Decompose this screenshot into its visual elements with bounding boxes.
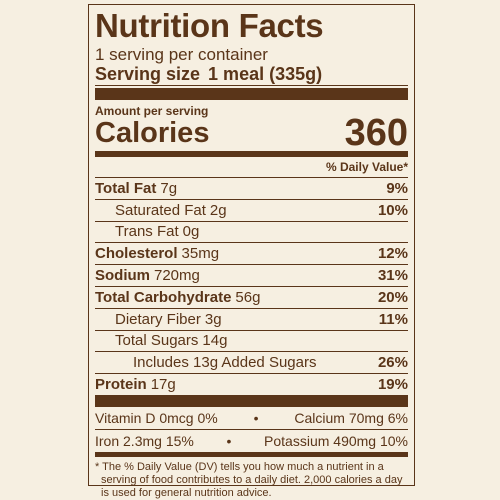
nutrient-amount: 35mg	[181, 245, 220, 263]
nutrient-dv: 26%	[377, 354, 408, 372]
nutrient-rows: Total Fat 7g 9% Saturated Fat 2g 10% Trans F…	[95, 178, 408, 395]
nutrition-label: Nutrition Facts 1 serving per container …	[88, 4, 415, 499]
nutrient-name: Total Sugars	[115, 332, 199, 350]
nutrient-name: Trans Fat	[115, 223, 179, 241]
serving-size-label: Serving size	[95, 64, 201, 84]
nutrient-amount: 56g	[235, 288, 261, 306]
serving-size: Serving size 1 meal (335g)	[95, 64, 408, 86]
nutrient-dv: 19%	[377, 376, 408, 394]
nutrient-row: Protein 17g 19%	[95, 374, 408, 395]
vitamin: Vitamin D 0mcg 0%	[95, 409, 218, 426]
nutrient-dv: 12%	[377, 245, 408, 263]
vitamin-row: Iron 2.3mg 15% • Potassium 490mg 10%	[95, 430, 408, 452]
nutrient-row: Saturated Fat 2g 10%	[95, 200, 408, 222]
nutrient-name: Cholesterol	[95, 245, 178, 263]
nutrient-row: Dietary Fiber 3g 11%	[95, 309, 408, 331]
medium-rule	[95, 151, 408, 157]
nutrient-row: Trans Fat 0g	[95, 222, 408, 244]
nutrient-name: Total Fat	[95, 179, 157, 197]
nutrient-name: Protein	[95, 376, 147, 394]
amount-per-serving: Amount per serving	[95, 104, 209, 118]
vitamin-row: Vitamin D 0mcg 0% • Calcium 70mg 6%	[95, 407, 408, 430]
bullet: •	[226, 432, 232, 449]
nutrient-name: Total Carbohydrate	[95, 288, 232, 306]
nutrient-row: Total Fat 7g 9%	[95, 178, 408, 200]
nutrient-row: Includes 13g Added Sugars 26%	[95, 352, 408, 375]
dv-header: % Daily Value*	[95, 157, 408, 178]
vitamin: Iron 2.3mg 15%	[95, 432, 194, 449]
nutrient-row: Cholesterol 35mg 12%	[95, 243, 408, 266]
nutrient-name: Dietary Fiber	[115, 310, 201, 328]
thick-rule	[95, 394, 408, 407]
calories-value: 360	[344, 112, 408, 154]
thick-rule	[95, 88, 408, 100]
nutrient-amount: 3g	[204, 310, 222, 328]
medium-rule	[95, 451, 408, 457]
title: Nutrition Facts	[95, 7, 324, 44]
servings: 1 serving per container	[95, 45, 268, 64]
footnote: * The % Daily Value (DV) tells you how m…	[95, 460, 403, 499]
nutrient-amount: 0g	[182, 223, 200, 241]
nutrient-name: Sodium	[95, 267, 150, 285]
vitamin: Calcium 70mg 6%	[294, 409, 408, 426]
serving-size-value: 1 meal (335g)	[208, 64, 323, 84]
calories-label: Calories	[95, 117, 210, 149]
calories: Calories 360	[95, 112, 408, 154]
nutrient-row: Total Sugars 14g	[95, 331, 408, 353]
nutrient-name: Includes 13g Added Sugars	[133, 354, 317, 372]
bullet: •	[253, 409, 259, 426]
nutrient-amount: 17g	[150, 376, 176, 394]
nutrient-name: Saturated Fat	[115, 201, 206, 219]
nutrient-row: Sodium 720mg 31%	[95, 265, 408, 287]
nutrient-amount: 7g	[160, 179, 178, 197]
nutrient-dv: 9%	[386, 179, 408, 197]
nutrient-dv: 31%	[377, 267, 408, 285]
vitamin: Potassium 490mg 10%	[264, 432, 408, 449]
nutrient-dv: 11%	[378, 310, 408, 328]
nutrient-amount: 720mg	[154, 267, 200, 285]
nutrient-dv: 10%	[377, 201, 408, 219]
nutrient-amount: 14g	[202, 332, 228, 350]
nutrient-row: Total Carbohydrate 56g 20%	[95, 287, 408, 309]
nutrient-dv: 20%	[377, 288, 408, 306]
nutrient-amount: 2g	[209, 201, 227, 219]
